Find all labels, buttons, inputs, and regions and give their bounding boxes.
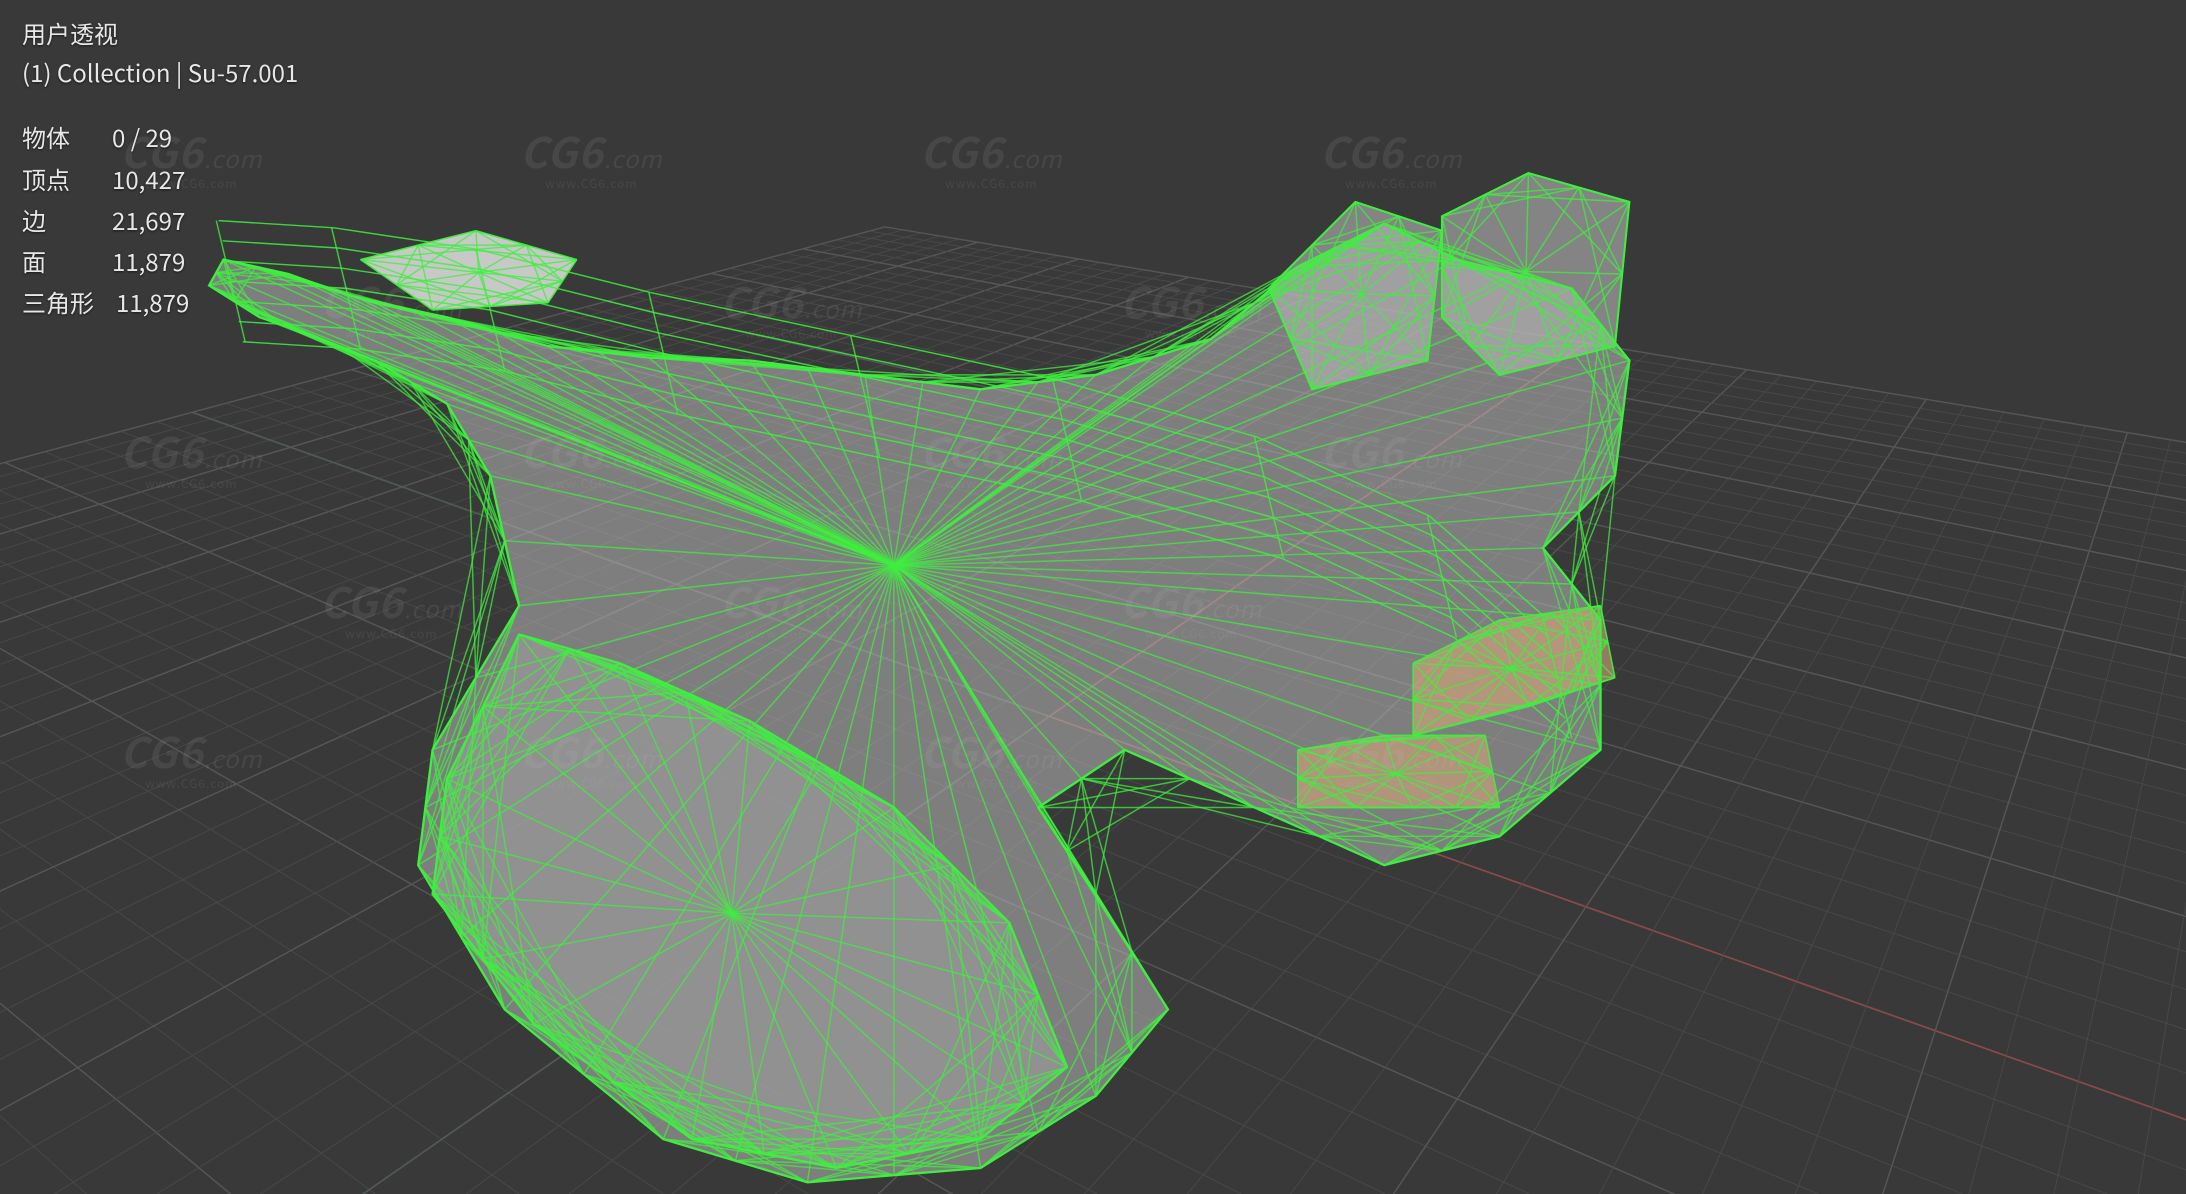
stat-value-vertices: 10,427 [112,160,185,197]
stat-value-triangles: 11,879 [116,283,189,320]
view-mode-label: 用户透视 [22,14,298,51]
collection-path: (1) Collection | Su-57.001 [22,53,298,90]
stat-label-objects: 物体 [22,118,90,155]
viewport-3d[interactable]: 用户透视 (1) Collection | Su-57.001 物体 0 / 2… [0,0,2186,1194]
stat-value-edges: 21,697 [112,201,185,238]
stat-label-vertices: 顶点 [22,160,90,197]
stat-label-faces: 面 [22,242,90,279]
stat-value-faces: 11,879 [112,242,185,279]
viewport-overlay: 用户透视 (1) Collection | Su-57.001 物体 0 / 2… [22,14,298,324]
grid-floor [0,0,2186,1194]
scene-stats: 物体 0 / 29 顶点 10,427 边 21,697 面 11,879 三角… [22,118,298,320]
stat-label-triangles: 三角形 [22,283,94,320]
stat-value-objects: 0 / 29 [112,118,172,155]
stat-label-edges: 边 [22,201,90,238]
